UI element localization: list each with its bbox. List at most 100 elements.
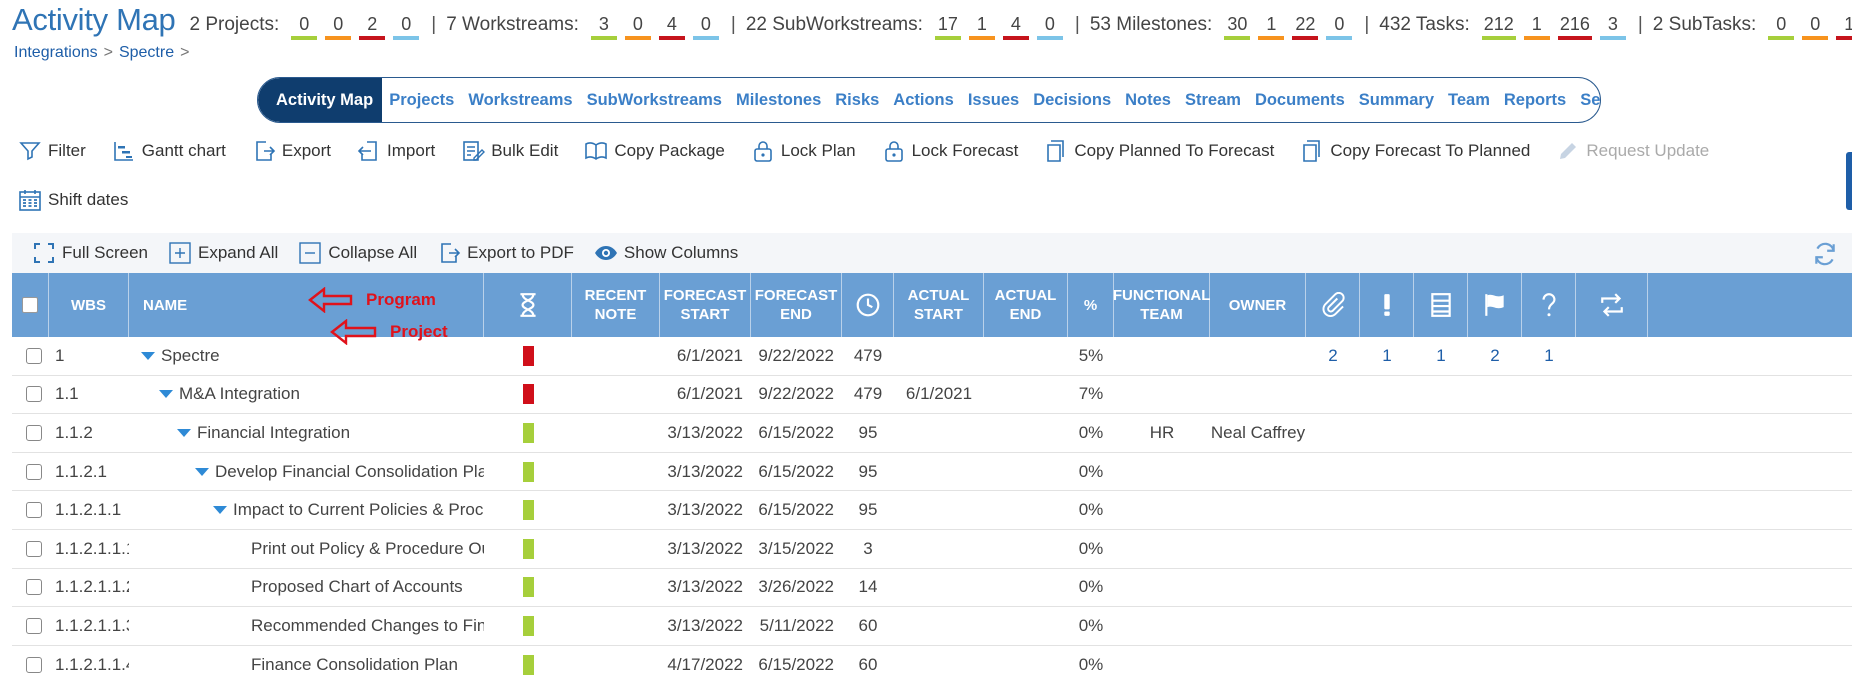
gantt-chart-button[interactable]: Gantt chart: [112, 139, 226, 163]
col-wbs[interactable]: WBS: [49, 273, 129, 337]
recent-note-cell[interactable]: [572, 569, 660, 607]
recent-note-cell[interactable]: [572, 337, 660, 375]
decisions-count[interactable]: [1522, 453, 1576, 491]
table-row[interactable]: 1.1.2.1.1.4 Finance Consolidation Plan 4…: [12, 646, 1852, 676]
row-checkbox[interactable]: [26, 540, 42, 557]
copy-package-button[interactable]: Copy Package: [584, 139, 725, 163]
tab-documents[interactable]: Documents: [1254, 90, 1345, 109]
notes-count[interactable]: [1414, 530, 1468, 568]
name-cell[interactable]: Financial Integration: [129, 414, 484, 452]
name-cell[interactable]: M&A Integration: [129, 376, 484, 414]
recent-note-cell[interactable]: [572, 376, 660, 414]
recent-note-cell[interactable]: [572, 607, 660, 645]
task-name[interactable]: Finance Consolidation Plan: [251, 654, 458, 674]
tab-projects[interactable]: Projects: [389, 90, 455, 109]
status-count-badge[interactable]: 0: [1802, 13, 1829, 40]
forecast-start-cell[interactable]: 4/17/2022: [667, 654, 743, 674]
issues-count[interactable]: [1360, 414, 1414, 452]
show-columns-button[interactable]: Show Columns: [594, 241, 738, 265]
status-count-badge[interactable]: 2: [359, 13, 386, 40]
status-count-badge[interactable]: 4: [1002, 13, 1029, 40]
copy-forecast-to-planned-button[interactable]: Copy Forecast To Planned: [1300, 139, 1530, 163]
notes-count[interactable]: [1414, 569, 1468, 607]
milestones-count[interactable]: 2: [1490, 345, 1500, 365]
notes-count[interactable]: [1414, 414, 1468, 452]
actual-start-cell[interactable]: [894, 607, 984, 645]
recent-note-cell[interactable]: [572, 414, 660, 452]
actual-end-cell[interactable]: [984, 530, 1068, 568]
attachments-count[interactable]: [1306, 453, 1360, 491]
row-checkbox[interactable]: [26, 579, 42, 596]
tab-team[interactable]: Team: [1448, 90, 1490, 109]
status-count-badge[interactable]: 212: [1481, 13, 1516, 40]
forecast-end-cell[interactable]: 3/26/2022: [758, 577, 834, 597]
side-panel-handle[interactable]: [1846, 152, 1852, 210]
select-all-checkbox[interactable]: [22, 297, 38, 313]
table-row[interactable]: 1.1.2.1.1.2 Proposed Chart of Accounts 3…: [12, 569, 1852, 608]
table-row[interactable]: 1.1 M&A Integration 6/1/2021 9/22/2022 4…: [12, 376, 1852, 415]
duration-cell[interactable]: 14: [858, 577, 878, 597]
col-recent-note[interactable]: RECENT NOTE: [572, 273, 660, 337]
tab-workstreams[interactable]: Workstreams: [468, 90, 573, 109]
issues-count[interactable]: [1360, 646, 1414, 676]
functional-team-cell[interactable]: [1114, 337, 1210, 375]
forecast-end-cell[interactable]: 6/15/2022: [758, 422, 834, 442]
tab-risks[interactable]: Risks: [835, 90, 880, 109]
col-milestones[interactable]: [1468, 273, 1522, 337]
status-count-badge[interactable]: 0: [1768, 13, 1795, 40]
actual-end-cell[interactable]: [984, 376, 1068, 414]
percent-cell[interactable]: 0%: [1078, 654, 1104, 674]
forecast-start-cell[interactable]: 3/13/2022: [667, 615, 743, 635]
decisions-count[interactable]: [1522, 530, 1576, 568]
status-count-badge[interactable]: 0: [291, 13, 318, 40]
duration-cell[interactable]: 95: [858, 461, 878, 481]
table-row[interactable]: 1.1.2.1 Develop Financial Consolidation …: [12, 453, 1852, 492]
forecast-end-cell[interactable]: 5/11/2022: [759, 615, 834, 635]
decisions-count[interactable]: [1522, 491, 1576, 529]
notes-count[interactable]: [1414, 453, 1468, 491]
milestones-count[interactable]: [1468, 646, 1522, 676]
attachments-count[interactable]: [1306, 646, 1360, 676]
percent-cell[interactable]: 0%: [1078, 577, 1104, 597]
actual-end-cell[interactable]: [984, 414, 1068, 452]
issues-count[interactable]: [1360, 376, 1414, 414]
attachments-count[interactable]: [1306, 530, 1360, 568]
status-count-badge[interactable]: 30: [1224, 13, 1251, 40]
breadcrumb-spectre[interactable]: Spectre: [118, 44, 175, 61]
actual-end-cell[interactable]: [984, 569, 1068, 607]
forecast-end-cell[interactable]: 6/15/2022: [758, 500, 834, 520]
duration-cell[interactable]: 60: [858, 654, 878, 674]
status-count-badge[interactable]: 1: [1523, 13, 1550, 40]
milestones-count[interactable]: [1468, 414, 1522, 452]
actual-end-cell[interactable]: [984, 453, 1068, 491]
percent-cell[interactable]: 7%: [1078, 384, 1104, 404]
issues-count[interactable]: [1360, 491, 1414, 529]
notes-count[interactable]: [1414, 376, 1468, 414]
name-cell[interactable]: Proposed Chart of Accounts: [129, 569, 484, 607]
actual-start-cell[interactable]: [894, 337, 984, 375]
forecast-end-cell[interactable]: 6/15/2022: [758, 461, 834, 481]
forecast-start-cell[interactable]: 3/13/2022: [667, 461, 743, 481]
actual-start-cell[interactable]: [894, 530, 984, 568]
recent-note-cell[interactable]: [572, 530, 660, 568]
status-count-badge[interactable]: 1: [968, 13, 995, 40]
col-actual-start[interactable]: ACTUAL START: [894, 273, 984, 337]
milestones-count[interactable]: [1468, 376, 1522, 414]
actual-start-cell[interactable]: 6/1/2021: [905, 384, 973, 404]
decisions-count[interactable]: [1522, 607, 1576, 645]
functional-team-cell[interactable]: [1114, 453, 1210, 491]
col-percent[interactable]: %: [1068, 273, 1114, 337]
notes-count[interactable]: 1: [1436, 345, 1446, 365]
shift-dates-button[interactable]: Shift dates: [18, 188, 128, 212]
forecast-start-cell[interactable]: 3/13/2022: [667, 422, 743, 442]
status-count-badge[interactable]: 0: [1326, 13, 1353, 40]
col-dependencies[interactable]: [1576, 273, 1648, 337]
status-count-badge[interactable]: 3: [590, 13, 617, 40]
tab-activity-map[interactable]: Activity Map: [258, 78, 383, 122]
table-row[interactable]: 1.1.2.1.1.3 Recommended Changes to Finan…: [12, 607, 1852, 646]
tab-reports[interactable]: Reports: [1503, 90, 1567, 109]
attachments-count[interactable]: [1306, 491, 1360, 529]
tab-issues[interactable]: Issues: [967, 90, 1020, 109]
tab-notes[interactable]: Notes: [1125, 90, 1171, 109]
expand-toggle-icon[interactable]: [177, 428, 191, 437]
